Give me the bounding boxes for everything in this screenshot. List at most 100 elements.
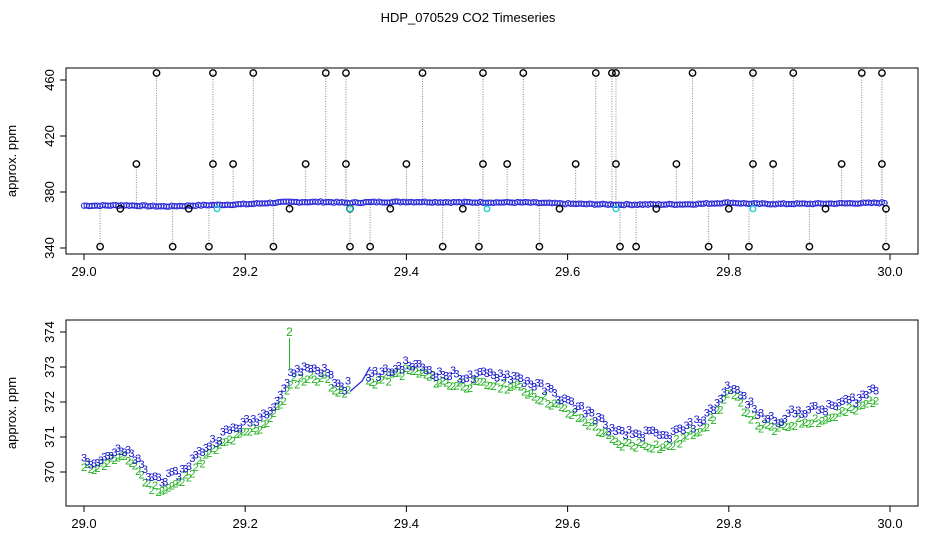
series-2-point: 2 xyxy=(291,372,297,384)
series-3-point: 3 xyxy=(111,447,117,459)
series-2-point: 2 xyxy=(528,388,534,400)
series-2-point: 2 xyxy=(535,395,541,407)
series-2-point: 2 xyxy=(636,437,642,449)
series-3-point: 3 xyxy=(616,425,622,437)
series-2-point: 2 xyxy=(199,459,205,471)
series-3-point: 3 xyxy=(474,368,480,380)
series-3-point: 3 xyxy=(189,453,195,465)
series-2-point: 2 xyxy=(264,418,270,430)
series-3-point: 3 xyxy=(176,472,182,484)
series-3-point: 3 xyxy=(453,369,459,381)
series-3-point: 3 xyxy=(751,404,757,416)
series-3-point: 3 xyxy=(660,430,666,442)
slight-outlier-point xyxy=(116,204,125,213)
series-2-point: 2 xyxy=(677,439,683,451)
series-3-point: 3 xyxy=(650,425,656,437)
series-2-point: 2 xyxy=(758,424,764,436)
series-2-point: 2 xyxy=(213,445,219,457)
series-2-point: 2 xyxy=(172,479,178,491)
series-3-point: 3 xyxy=(135,453,141,465)
series-3-point: 3 xyxy=(416,358,422,370)
series-3-point: 3 xyxy=(463,373,469,385)
series-3-point: 3 xyxy=(210,433,216,445)
series-2-point: 2 xyxy=(819,416,825,428)
series-3-point: 3 xyxy=(795,405,801,417)
series-3-point: 3 xyxy=(443,371,449,383)
top-outlier-points xyxy=(96,69,890,251)
series-2-point: 2 xyxy=(711,415,717,427)
series-3-point: 3 xyxy=(345,376,351,388)
series-3-point: 3 xyxy=(267,406,273,418)
series-2-point: 2 xyxy=(650,444,656,456)
series-3-point: 3 xyxy=(782,414,788,426)
series-2-point: 2 xyxy=(94,463,100,475)
series-3-point: 3 xyxy=(734,384,740,396)
series-3-point: 3 xyxy=(247,418,253,430)
series-2-point: 2 xyxy=(751,410,757,422)
series-3-point: 3 xyxy=(304,363,310,375)
spline-segment xyxy=(349,366,371,392)
series-3-point: 3 xyxy=(105,451,111,463)
series-2-point: 2 xyxy=(738,397,744,409)
series-3-point: 3 xyxy=(433,372,439,384)
series-3-point: 3 xyxy=(677,423,683,435)
series-2-point: 2 xyxy=(487,381,493,393)
series-2-point: 2 xyxy=(748,414,754,426)
series-2-point: 2 xyxy=(582,417,588,429)
series-3-point: 3 xyxy=(230,422,236,434)
series-2-point: 2 xyxy=(138,470,144,482)
low-outlier-point xyxy=(366,242,375,251)
series-2-point: 2 xyxy=(731,390,737,402)
series-3-point: 3 xyxy=(91,458,97,470)
series-2-point: 2 xyxy=(761,419,767,431)
top-y-tick-label: 340 xyxy=(42,237,57,259)
high-outlier-point xyxy=(878,69,886,77)
series-2-point: 2 xyxy=(274,401,280,413)
series-2-point: 2 xyxy=(579,412,585,424)
top-y-tick-label: 460 xyxy=(42,69,57,91)
series-2-point: 2 xyxy=(843,407,849,419)
series-3-point: 3 xyxy=(785,408,791,420)
high-outlier-point xyxy=(688,69,697,77)
series-3-point: 3 xyxy=(450,365,456,377)
series-2-point: 2 xyxy=(477,377,483,389)
series-3-point: 3 xyxy=(599,413,605,425)
series-3-point: 3 xyxy=(714,398,720,410)
series-2-point: 2 xyxy=(375,374,381,386)
series-2-point: 2 xyxy=(328,382,334,394)
series-3-point: 3 xyxy=(274,395,280,407)
cyan-mark xyxy=(346,205,354,213)
series-3-point: 3 xyxy=(826,398,832,410)
low-outlier-point xyxy=(96,242,105,251)
series-2-point: 2 xyxy=(463,384,469,396)
series-3-point: 3 xyxy=(409,362,415,374)
series-3-point: 3 xyxy=(423,365,429,377)
series-3-point: 3 xyxy=(684,420,690,432)
series-2-point: 2 xyxy=(331,386,337,398)
series-2-point: 2 xyxy=(558,402,564,414)
series-2-point: 2 xyxy=(680,432,686,444)
high-outlier-point xyxy=(789,69,798,77)
series-2-point: 2 xyxy=(399,371,405,383)
series-3-point: 3 xyxy=(596,411,602,423)
top-axes: 29.0 29.2 29.4 29.6 29.8 30.0 340 380 420 460 xyxy=(42,69,903,279)
series-2-point: 2 xyxy=(504,385,510,397)
series-2-point: 2 xyxy=(589,417,595,429)
series-3-point: 3 xyxy=(843,393,849,405)
series-2-point: 2 xyxy=(788,420,794,432)
series-2-point: 2 xyxy=(237,429,243,441)
series-2-point: 2 xyxy=(545,398,551,410)
series-2-point: 2 xyxy=(426,371,432,383)
series-3-point: 3 xyxy=(426,365,432,377)
top-panel: 29.0 29.2 29.4 29.6 29.8 30.0 340 380 420 460 app… xyxy=(4,67,919,279)
series-2-point: 2 xyxy=(470,375,476,387)
series-2-point: 2 xyxy=(633,443,639,455)
series-3-point: 3 xyxy=(491,370,497,382)
series-3-point: 3 xyxy=(707,403,713,415)
series-3-point: 3 xyxy=(203,442,209,454)
mid-outlier-point xyxy=(209,160,217,168)
bottom-y-axis-label: approx. ppm xyxy=(4,377,19,449)
series-3-point: 3 xyxy=(731,383,737,395)
series-3-point: 3 xyxy=(697,417,703,429)
series-3-point: 3 xyxy=(281,383,287,395)
